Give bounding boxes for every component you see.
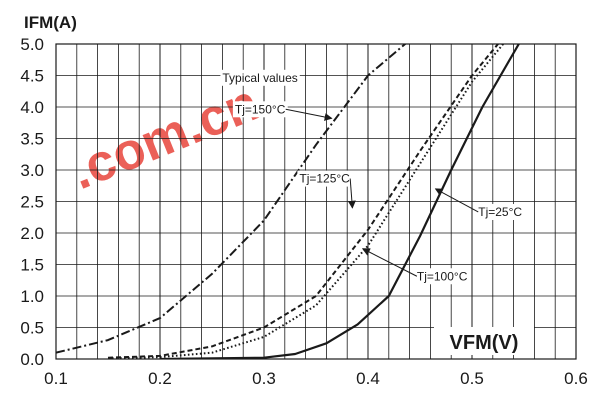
series-line (56, 44, 407, 354)
annotation-bg (414, 268, 470, 285)
annotation-arrow (434, 188, 479, 213)
series-layer (56, 44, 520, 359)
grid (55, 43, 577, 360)
x-axis-title: VFM(V) (450, 332, 519, 354)
annotation-arrow (361, 248, 418, 277)
annotation-arrow (347, 178, 356, 209)
annotation-bg (232, 101, 288, 118)
annotation-label: Tj=150°C (235, 102, 286, 116)
y-tick-label: 1.5 (20, 256, 44, 275)
annotation-label: Tj=125°C (299, 172, 350, 186)
x-tick-label: 0.1 (44, 369, 68, 388)
y-tick-label: 0.5 (20, 319, 44, 338)
annotation-arrow (285, 108, 333, 121)
series-line (107, 44, 504, 359)
y-tick-label: 0.0 (20, 350, 44, 369)
y-tick-label: 4.5 (20, 67, 44, 86)
plot-frame (55, 43, 577, 360)
y-tick-label: 2.0 (20, 224, 44, 243)
x-tick-label: 0.3 (252, 369, 276, 388)
annotation-bg (297, 170, 353, 187)
annotation-bg (220, 69, 300, 86)
y-axis-title: IFM(A) (24, 13, 77, 32)
ticks-layer: 0.1 0.2 0.3 0.4 0.5 0.6 0.0 0.5 1.0 1.5 2.0 2.5 3.0 3… (20, 35, 587, 388)
x-tick-label: 0.4 (356, 369, 380, 388)
annotation-bg (476, 203, 525, 220)
x-tick-label: 0.6 (564, 369, 588, 388)
x-axis-title-box: VFM(V) (434, 327, 534, 355)
y-tick-label: 1.0 (20, 287, 44, 306)
annotation-label: Tj=100°C (417, 269, 468, 283)
x-tick-label: 0.2 (148, 369, 172, 388)
y-tick-label: 3.5 (20, 130, 44, 149)
x-tick-label: 0.5 (460, 369, 484, 388)
watermark-text: .com.cn (63, 74, 267, 201)
y-tick-label: 3.0 (20, 161, 44, 180)
annotation-layer: Typical values Tj=150°C Tj=125°C Tj=100°C Tj… (220, 69, 525, 285)
annotation-label: Tj=25°C (478, 205, 522, 219)
annotation-label: Typical values (222, 71, 297, 85)
y-tick-label: 2.5 (20, 193, 44, 212)
y-tick-label: 4.0 (20, 98, 44, 117)
series-line (159, 44, 520, 359)
series-line (107, 44, 499, 359)
watermark: .com.cn (63, 74, 267, 201)
y-tick-label: 5.0 (20, 35, 44, 54)
